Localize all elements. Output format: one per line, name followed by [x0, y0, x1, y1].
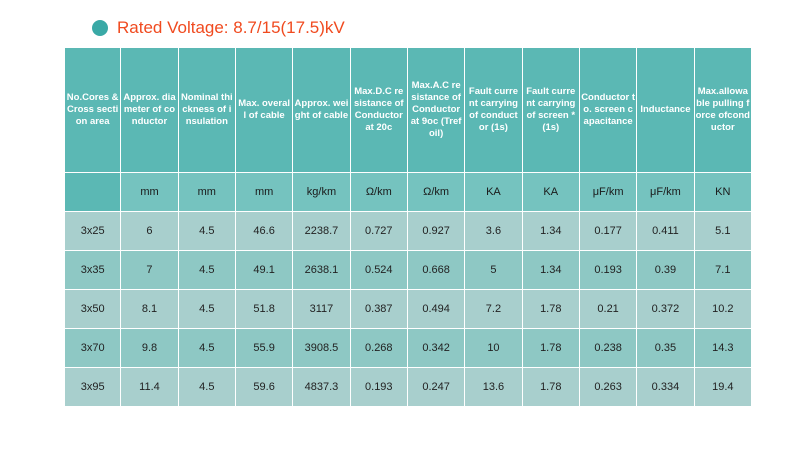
table-cell: 3117 — [292, 289, 351, 329]
unit-cell: kg/km — [292, 172, 351, 212]
cable-spec-table: No.Cores & Cross section area Approx. di… — [63, 47, 753, 407]
table-cell: 7 — [120, 250, 179, 290]
table-cell: 0.238 — [578, 328, 638, 368]
table-cell: 0.727 — [349, 211, 408, 251]
table-cell: 0.268 — [349, 328, 408, 368]
table-cell: 4.5 — [177, 367, 236, 407]
table-cell: 11.4 — [120, 367, 179, 407]
table-cell: 0.342 — [406, 328, 466, 368]
unit-cell: mm — [177, 172, 236, 212]
column-header: Nominal thickness of insulation — [177, 47, 236, 173]
table-cell: 3908.5 — [292, 328, 351, 368]
table-cell: 7.1 — [693, 250, 753, 290]
title-row: Rated Voltage: 8.7/15(17.5)kV — [92, 16, 345, 40]
table-cell: 8.1 — [120, 289, 179, 329]
table-row: 3x25 6 4.5 46.6 2238.7 0.727 0.927 3.6 1… — [63, 211, 753, 251]
table-cell: 1.78 — [521, 328, 580, 368]
table-cell: 2638.1 — [292, 250, 351, 290]
table-cell: 0.21 — [578, 289, 638, 329]
table-cell: 14.3 — [693, 328, 753, 368]
table-cell: 0.524 — [349, 250, 408, 290]
column-header: Max.allowable pulling force ofconductor — [693, 47, 753, 173]
table-cell: 3x95 — [63, 367, 122, 407]
table-cell: 1.34 — [521, 211, 580, 251]
column-header: Conductor to. screen capacitance — [578, 47, 638, 173]
unit-cell: KN — [693, 172, 753, 212]
table-cell: 10 — [464, 328, 523, 368]
table-cell: 3x25 — [63, 211, 122, 251]
table-cell: 55.9 — [234, 328, 294, 368]
column-header: Max.A.C resistance of Conductor at 9oc (… — [406, 47, 466, 173]
table-cell: 3x35 — [63, 250, 122, 290]
column-header: Max. overall of cable — [234, 47, 294, 173]
table-cell: 0.39 — [636, 250, 695, 290]
table-cell: 0.494 — [406, 289, 466, 329]
table-row: 3x70 9.8 4.5 55.9 3908.5 0.268 0.342 10 … — [63, 328, 753, 368]
unit-cell: μF/km — [578, 172, 638, 212]
unit-cell: KA — [521, 172, 580, 212]
table-cell: 5.1 — [693, 211, 753, 251]
column-header: Fault current carrying of conductor (1s) — [464, 47, 523, 173]
table-cell: 4.5 — [177, 289, 236, 329]
table-row: 3x35 7 4.5 49.1 2638.1 0.524 0.668 5 1.3… — [63, 250, 753, 290]
table-cell: 3.6 — [464, 211, 523, 251]
table-cell: 0.193 — [349, 367, 408, 407]
table-cell: 0.35 — [636, 328, 695, 368]
table-cell: 10.2 — [693, 289, 753, 329]
table-cell: 9.8 — [120, 328, 179, 368]
table-cell: 59.6 — [234, 367, 294, 407]
unit-cell: mm — [234, 172, 294, 212]
unit-cell: mm — [120, 172, 179, 212]
table-cell: 1.34 — [521, 250, 580, 290]
table-cell: 1.78 — [521, 289, 580, 329]
table-cell: 0.387 — [349, 289, 408, 329]
table-cell: 0.263 — [578, 367, 638, 407]
unit-cell: Ω/km — [406, 172, 466, 212]
table-cell: 4.5 — [177, 211, 236, 251]
table-cell: 1.78 — [521, 367, 580, 407]
table-cell: 5 — [464, 250, 523, 290]
table-cell: 4837.3 — [292, 367, 351, 407]
table-row: 3x50 8.1 4.5 51.8 3117 0.387 0.494 7.2 1… — [63, 289, 753, 329]
unit-cell: KA — [464, 172, 523, 212]
table-cell: 7.2 — [464, 289, 523, 329]
table-row: 3x95 11.4 4.5 59.6 4837.3 0.193 0.247 13… — [63, 367, 753, 407]
table-cell: 0.193 — [578, 250, 638, 290]
table-cell: 0.334 — [636, 367, 695, 407]
table-cell: 0.372 — [636, 289, 695, 329]
bullet-dot-icon — [92, 20, 108, 36]
table-cell: 4.5 — [177, 250, 236, 290]
header-row: No.Cores & Cross section area Approx. di… — [63, 47, 753, 173]
table-cell: 51.8 — [234, 289, 294, 329]
column-header: Approx. weight of cable — [292, 47, 351, 173]
table-cell: 2238.7 — [292, 211, 351, 251]
column-header: Max.D.C resistance of Conductor at 20c — [349, 47, 408, 173]
rated-voltage-title: Rated Voltage: 8.7/15(17.5)kV — [117, 18, 345, 37]
table-cell: 0.247 — [406, 367, 466, 407]
table-cell: 49.1 — [234, 250, 294, 290]
table-cell: 0.668 — [406, 250, 466, 290]
column-header: Approx. diameter of conductor — [120, 47, 179, 173]
table-cell: 13.6 — [464, 367, 523, 407]
units-cell-blank — [63, 172, 122, 212]
table-cell: 6 — [120, 211, 179, 251]
units-row: mm mm mm kg/km Ω/km Ω/km KA KA μF/km μF/… — [63, 172, 753, 212]
column-header: No.Cores & Cross section area — [63, 47, 122, 173]
table-cell: 46.6 — [234, 211, 294, 251]
table-cell: 3x70 — [63, 328, 122, 368]
column-header: Fault current carrying of screen * (1s) — [521, 47, 580, 173]
unit-cell: Ω/km — [349, 172, 408, 212]
table-cell: 0.177 — [578, 211, 638, 251]
column-header: Inductance — [636, 47, 695, 173]
table-cell: 19.4 — [693, 367, 753, 407]
table-cell: 4.5 — [177, 328, 236, 368]
unit-cell: μF/km — [636, 172, 695, 212]
table-cell: 0.411 — [636, 211, 695, 251]
table-cell: 3x50 — [63, 289, 122, 329]
table-cell: 0.927 — [406, 211, 466, 251]
